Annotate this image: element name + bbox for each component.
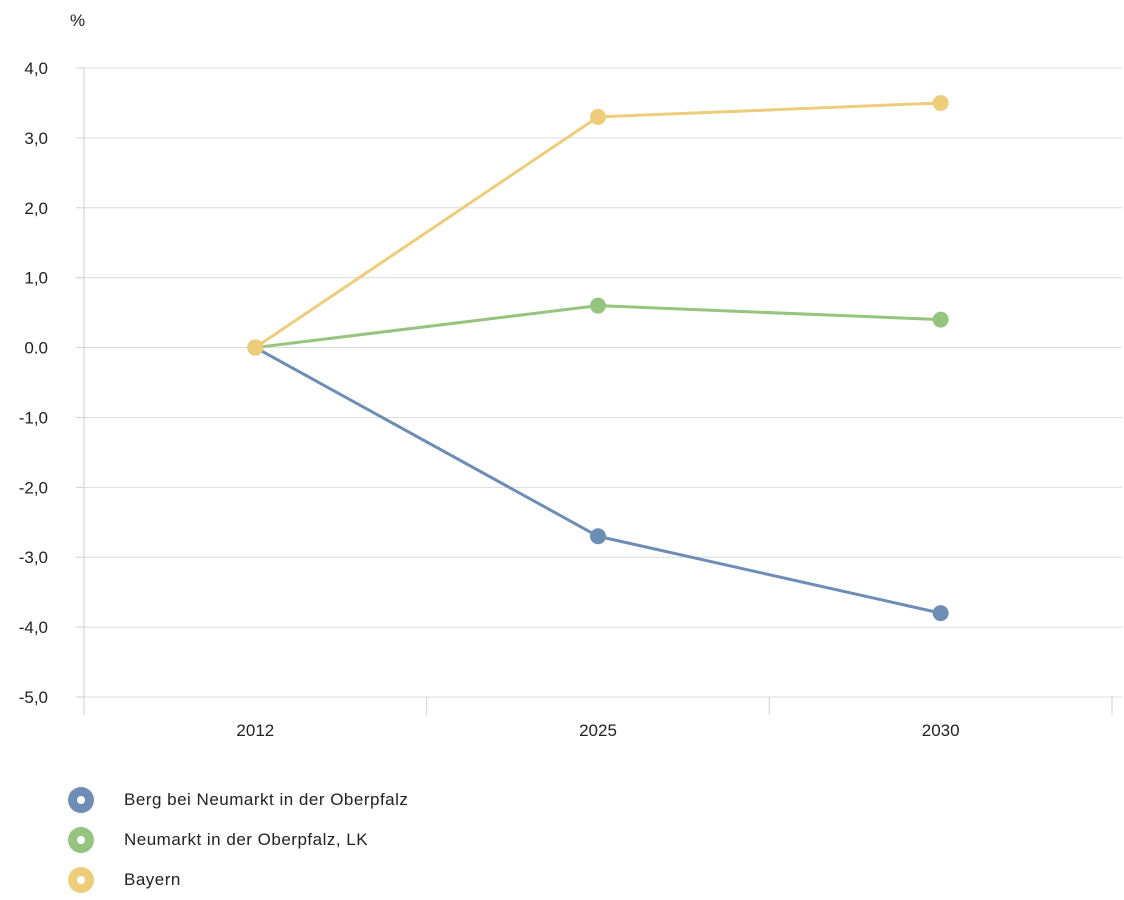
x-tick-label: 2025 bbox=[579, 721, 617, 740]
legend-marker-icon bbox=[68, 827, 94, 853]
y-tick-label: -1,0 bbox=[19, 408, 48, 427]
series-point-2 bbox=[590, 108, 606, 125]
y-tick-label: -2,0 bbox=[19, 478, 48, 497]
y-tick-label: -5,0 bbox=[19, 688, 48, 707]
y-tick-label: 0.0 bbox=[24, 339, 48, 358]
y-tick-label: -3,0 bbox=[19, 548, 48, 567]
legend-marker-icon bbox=[68, 867, 94, 893]
y-tick-label: 1,0 bbox=[24, 269, 48, 288]
series-point-1 bbox=[932, 311, 949, 328]
series-point-0 bbox=[590, 528, 606, 545]
y-tick-label: 4,0 bbox=[24, 59, 48, 78]
series-point-1 bbox=[590, 297, 606, 314]
legend-label: Neumarkt in der Oberpfalz, LK bbox=[124, 830, 369, 849]
y-axis-unit-label: % bbox=[70, 11, 85, 30]
series-point-0 bbox=[932, 605, 949, 622]
legend-item[interactable]: Bayern bbox=[68, 860, 408, 900]
chart-legend: Berg bei Neumarkt in der Oberpfalz Neumar… bbox=[68, 780, 408, 900]
y-tick-label: 3,0 bbox=[24, 129, 48, 148]
legend-marker-icon bbox=[68, 787, 94, 813]
legend-label: Berg bei Neumarkt in der Oberpfalz bbox=[124, 790, 409, 809]
y-tick-label: -4,0 bbox=[19, 618, 48, 637]
series-point-2 bbox=[247, 339, 264, 356]
series-line-0 bbox=[254, 346, 941, 615]
legend-label: Bayern bbox=[124, 870, 181, 889]
x-tick-label: 2030 bbox=[922, 721, 960, 740]
x-tick-label: 2012 bbox=[236, 721, 274, 740]
legend-item[interactable]: Berg bei Neumarkt in der Oberpfalz bbox=[68, 780, 408, 820]
legend-item[interactable]: Neumarkt in der Oberpfalz, LK bbox=[68, 820, 408, 860]
y-tick-label: 2,0 bbox=[24, 199, 48, 218]
series-point-2 bbox=[932, 94, 949, 111]
